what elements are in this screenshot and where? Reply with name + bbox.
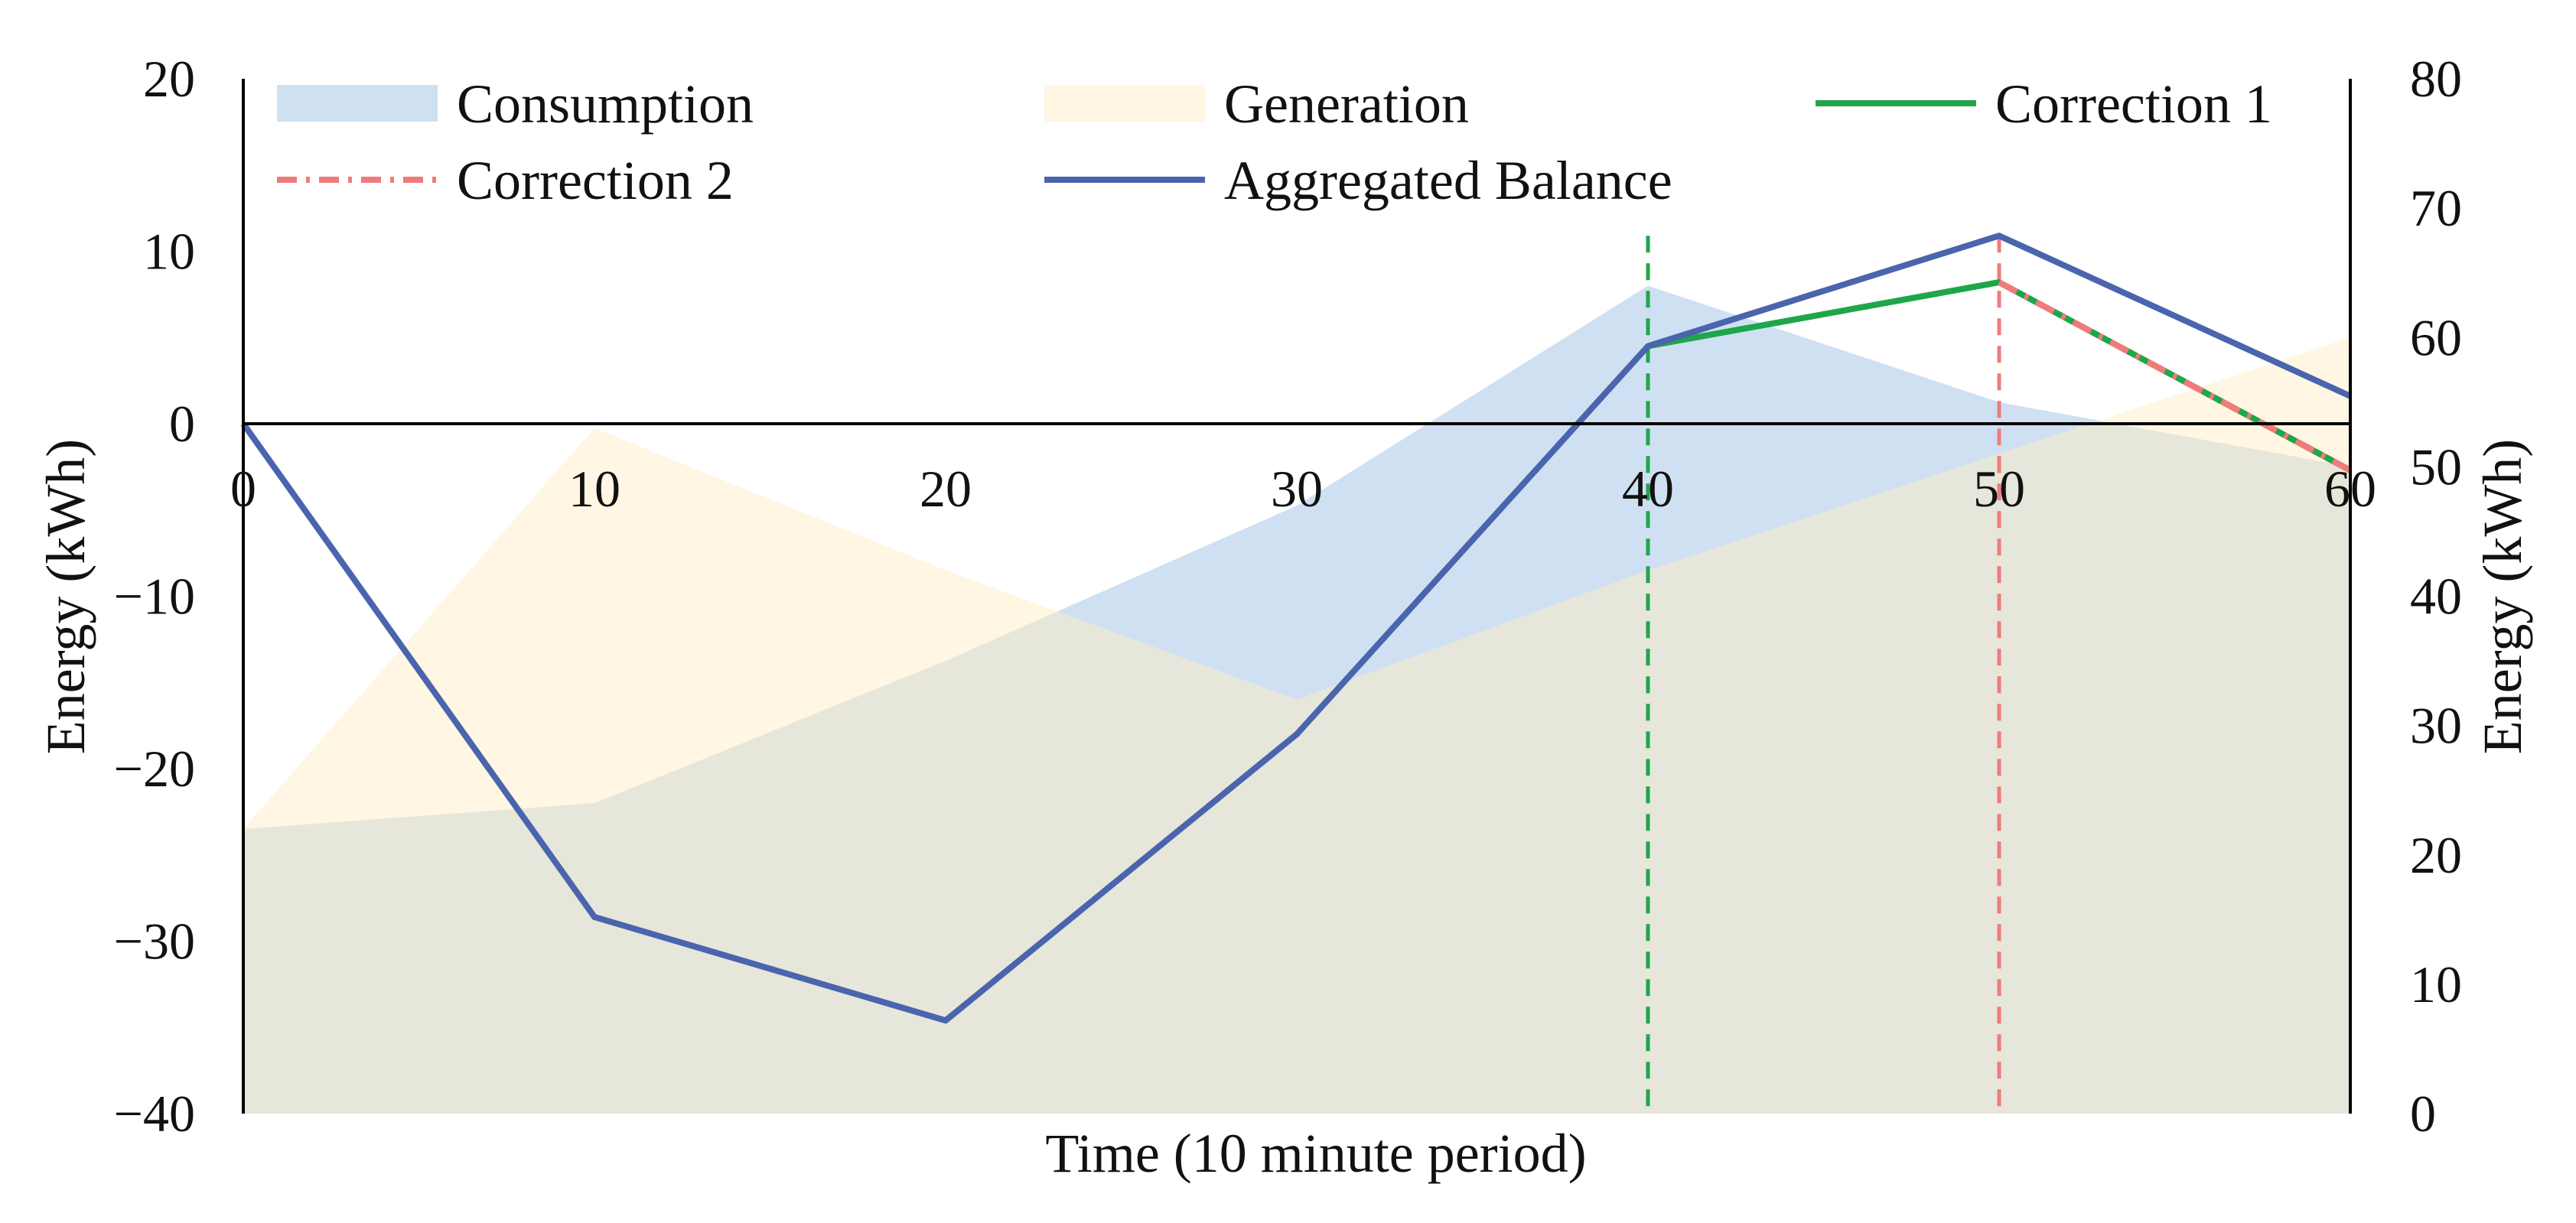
x-axis-title: Time (10 minute period): [1045, 1123, 1586, 1184]
x-tick: 20: [920, 460, 972, 518]
legend-item-generation: Generation: [1044, 73, 1469, 135]
line-correction-2: [1998, 279, 2352, 473]
y-tick-right: 20: [2410, 826, 2462, 884]
legend-item-aggregated-balance: Aggregated Balance: [1044, 150, 1672, 211]
legend-item-correction-2: Correction 2: [277, 150, 734, 211]
line-aggregated-balance: [240, 233, 2352, 1024]
x-tick: 30: [1271, 460, 1323, 518]
legend-swatch: [277, 85, 438, 122]
x-tick: 10: [568, 460, 620, 518]
area-overlap: [243, 420, 2350, 1114]
y-tick-right: 40: [2410, 568, 2462, 626]
x-tick: 60: [2324, 460, 2376, 518]
legend-swatch: [1044, 85, 1205, 122]
x-tick: 50: [1973, 460, 2025, 518]
line-layer: [240, 233, 2352, 1114]
y-tick-left: −40: [114, 1085, 195, 1143]
y-tick-right: 30: [2410, 697, 2462, 755]
legend-item-consumption: Consumption: [277, 73, 754, 135]
axes-layer: [242, 79, 2352, 1114]
y-tick-left: 0: [169, 395, 195, 453]
y-tick-left: −10: [114, 568, 195, 626]
y-tick-right: 60: [2410, 308, 2462, 366]
x-tick: 40: [1622, 460, 1674, 518]
y-tick-right: 70: [2410, 179, 2462, 237]
y-tick-right: 10: [2410, 955, 2462, 1013]
legend-item-correction-1: Correction 1: [1816, 73, 2272, 135]
y-tick-left: 20: [143, 50, 195, 108]
legend-label: Aggregated Balance: [1224, 150, 1672, 211]
y-tick-left: −30: [114, 912, 195, 971]
area-layer: [243, 285, 2350, 1114]
y-tick-left: 10: [143, 223, 195, 281]
y-tick-right: 80: [2410, 50, 2462, 108]
y-tick-right: 50: [2410, 437, 2462, 496]
legend: Consumption Generation Correction 1 Correct…: [277, 73, 2272, 211]
y-tick-right: 0: [2410, 1085, 2436, 1143]
y-axis-title-right: Energy (kWh): [2472, 439, 2533, 755]
y-tick-left: −20: [114, 740, 195, 798]
legend-label: Correction 1: [1995, 73, 2272, 135]
legend-label: Consumption: [457, 73, 754, 135]
legend-label: Generation: [1224, 73, 1469, 135]
legend-label: Correction 2: [457, 150, 734, 211]
x-tick: 0: [230, 460, 256, 518]
y-axis-title-left: Energy (kWh): [35, 439, 96, 755]
